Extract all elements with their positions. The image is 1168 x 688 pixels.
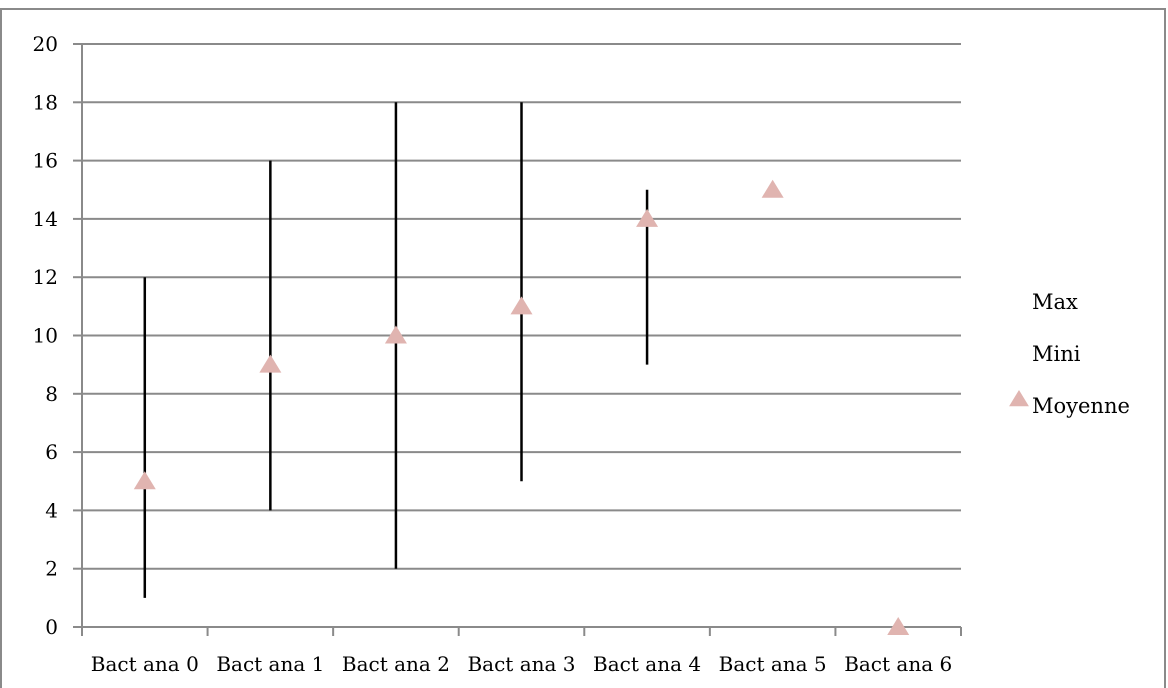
chart-frame <box>0 8 1166 688</box>
y-tick-label: 6 <box>45 440 58 464</box>
moyenne-marker <box>636 208 659 227</box>
legend-label: Moyenne <box>1032 394 1130 418</box>
moyenne-marker <box>259 354 282 373</box>
x-tick-label: Bact ana 1 <box>216 652 324 676</box>
x-tick-label: Bact ana 3 <box>467 652 575 676</box>
x-tick-label: Bact ana 5 <box>719 652 827 676</box>
axes <box>73 43 962 636</box>
moyenne-marker <box>384 325 407 344</box>
y-tick-label: 10 <box>33 324 58 348</box>
moyenne-marker <box>887 617 910 635</box>
y-tick-label: 16 <box>33 149 58 173</box>
legend-label: Max <box>1032 290 1078 314</box>
y-tick-label: 14 <box>33 207 58 231</box>
moyenne-marker <box>133 471 156 490</box>
x-tick-label: Bact ana 4 <box>593 652 701 676</box>
y-tick-label: 4 <box>45 498 58 522</box>
y-tick-label: 0 <box>45 615 58 639</box>
legend: Max Mini Moyenne <box>1009 290 1130 418</box>
moyenne-marker <box>761 179 784 198</box>
legend-label: Mini <box>1032 342 1081 366</box>
y-tick-label: 8 <box>45 382 58 406</box>
x-tick-label: Bact ana 6 <box>844 652 952 676</box>
high-low-lines <box>143 102 649 598</box>
y-tick-labels: 0 2 4 6 8 10 12 14 16 18 20 <box>33 32 58 639</box>
y-tick-label: 20 <box>33 32 58 56</box>
y-tick-label: 2 <box>45 557 58 581</box>
x-tick-label: Bact ana 2 <box>342 652 450 676</box>
x-tick-labels: Bact ana 0 Bact ana 1 Bact ana 2 Bact ana 3… <box>91 652 952 676</box>
legend-marker-moyenne <box>1009 390 1029 407</box>
y-tick-label: 12 <box>33 265 58 289</box>
moyenne-markers <box>133 179 910 635</box>
moyenne-marker <box>510 296 533 315</box>
y-tick-label: 18 <box>33 90 58 114</box>
x-tick-label: Bact ana 0 <box>91 652 199 676</box>
